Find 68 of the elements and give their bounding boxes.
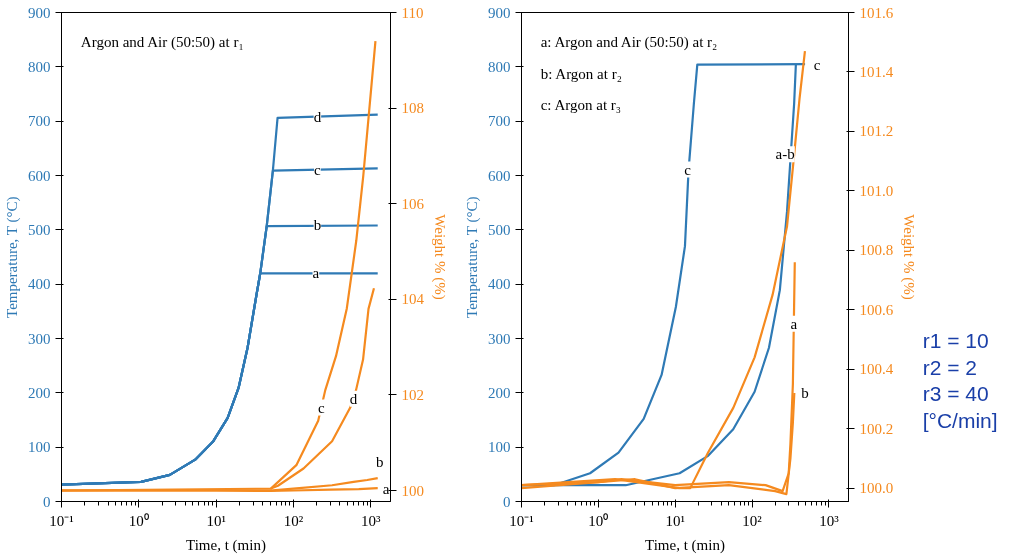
y-tick-label: 600 — [488, 167, 511, 184]
y2-tick-label: 101.0 — [859, 182, 894, 199]
y-tick-label: 0 — [43, 493, 51, 510]
x-tick-label: 10³ — [361, 512, 382, 529]
y-tick-label: 600 — [28, 167, 51, 184]
series-label: a — [382, 481, 390, 498]
y2-axis-title: Weight % (%) — [431, 214, 448, 300]
annotation: c: Argon at r₃ — [540, 97, 622, 114]
x-tick-label: 10² — [742, 512, 763, 529]
annotation: Argon and Air (50:50) at r₁ — [80, 33, 244, 51]
annotation: b: Argon at r₂ — [540, 65, 622, 82]
y-axis-title: Temperature, T (°C) — [464, 196, 481, 318]
y2-tick-label: 110 — [401, 4, 424, 21]
x-tick-label: 10¹ — [206, 512, 226, 529]
text: r2 = 2 — [922, 355, 977, 379]
annotation: a: Argon and Air (50:50) at r₂ — [540, 33, 718, 51]
y-tick-label: 900 — [28, 4, 51, 21]
y-tick-label: 800 — [488, 58, 511, 75]
text: r3 = 40 — [922, 382, 989, 406]
annotation: c — [813, 56, 821, 73]
series-label: b — [801, 385, 809, 401]
annotation: a-b — [775, 146, 795, 163]
y-tick-label: 200 — [488, 384, 511, 401]
y2-tick-label: 104 — [401, 291, 425, 308]
y-tick-label: 200 — [28, 384, 51, 401]
annotation: a — [790, 315, 798, 332]
y-tick-label: 300 — [488, 330, 511, 347]
y-tick-label: 100 — [28, 439, 51, 456]
annotation: c — [318, 399, 326, 416]
y2-tick-label: 101.6 — [859, 4, 894, 21]
y-tick-label: 900 — [488, 4, 511, 21]
y2-axis-title: Weight % (%) — [900, 214, 918, 300]
x-tick-label: 10¹ — [665, 512, 685, 529]
series-label: b — [375, 454, 384, 471]
y-tick-label: 300 — [28, 330, 51, 347]
y-tick-label: 400 — [488, 276, 511, 293]
y2-tick-label: 102 — [401, 386, 424, 403]
text: [°C/min] — [922, 409, 998, 433]
x-axis-title: Time, t (min) — [186, 536, 266, 554]
y2-tick-label: 100.4 — [859, 361, 894, 378]
x-tick-label: 10⁰ — [588, 512, 609, 529]
y2-tick-label: 100.0 — [859, 480, 894, 497]
x-tick-label: 10⁰ — [128, 512, 149, 529]
y-tick-label: 500 — [488, 221, 511, 238]
y2-tick-label: 100.6 — [859, 301, 894, 318]
y2-tick-label: 108 — [401, 100, 424, 117]
y2-tick-label: 100.2 — [859, 420, 894, 437]
y-tick-label: 700 — [488, 113, 511, 130]
y-tick-label: 800 — [28, 58, 51, 75]
y2-tick-label: 106 — [401, 195, 425, 212]
x-tick-label: 10⁻¹ — [509, 512, 534, 529]
text: r1 = 10 — [922, 328, 989, 352]
x-tick-label: 10³ — [819, 512, 840, 529]
x-tick-label: 10⁻¹ — [49, 512, 74, 529]
y-tick-label: 0 — [503, 493, 511, 510]
x-axis-title: Time, t (min) — [645, 536, 725, 554]
y-tick-label: 700 — [28, 113, 51, 130]
y-tick-label: 400 — [28, 276, 51, 293]
y-tick-label: 100 — [488, 439, 511, 456]
y2-tick-label: 100 — [401, 482, 424, 499]
y-axis-title: Temperature, T (°C) — [4, 196, 21, 318]
annotation: c — [314, 161, 322, 178]
x-tick-label: 10² — [283, 512, 304, 529]
y2-tick-label: 101.2 — [859, 123, 894, 140]
y2-tick-label: 101.4 — [859, 63, 894, 80]
annotation: d — [349, 390, 358, 407]
y-tick-label: 500 — [28, 221, 51, 238]
y2-tick-label: 100.8 — [859, 242, 894, 259]
